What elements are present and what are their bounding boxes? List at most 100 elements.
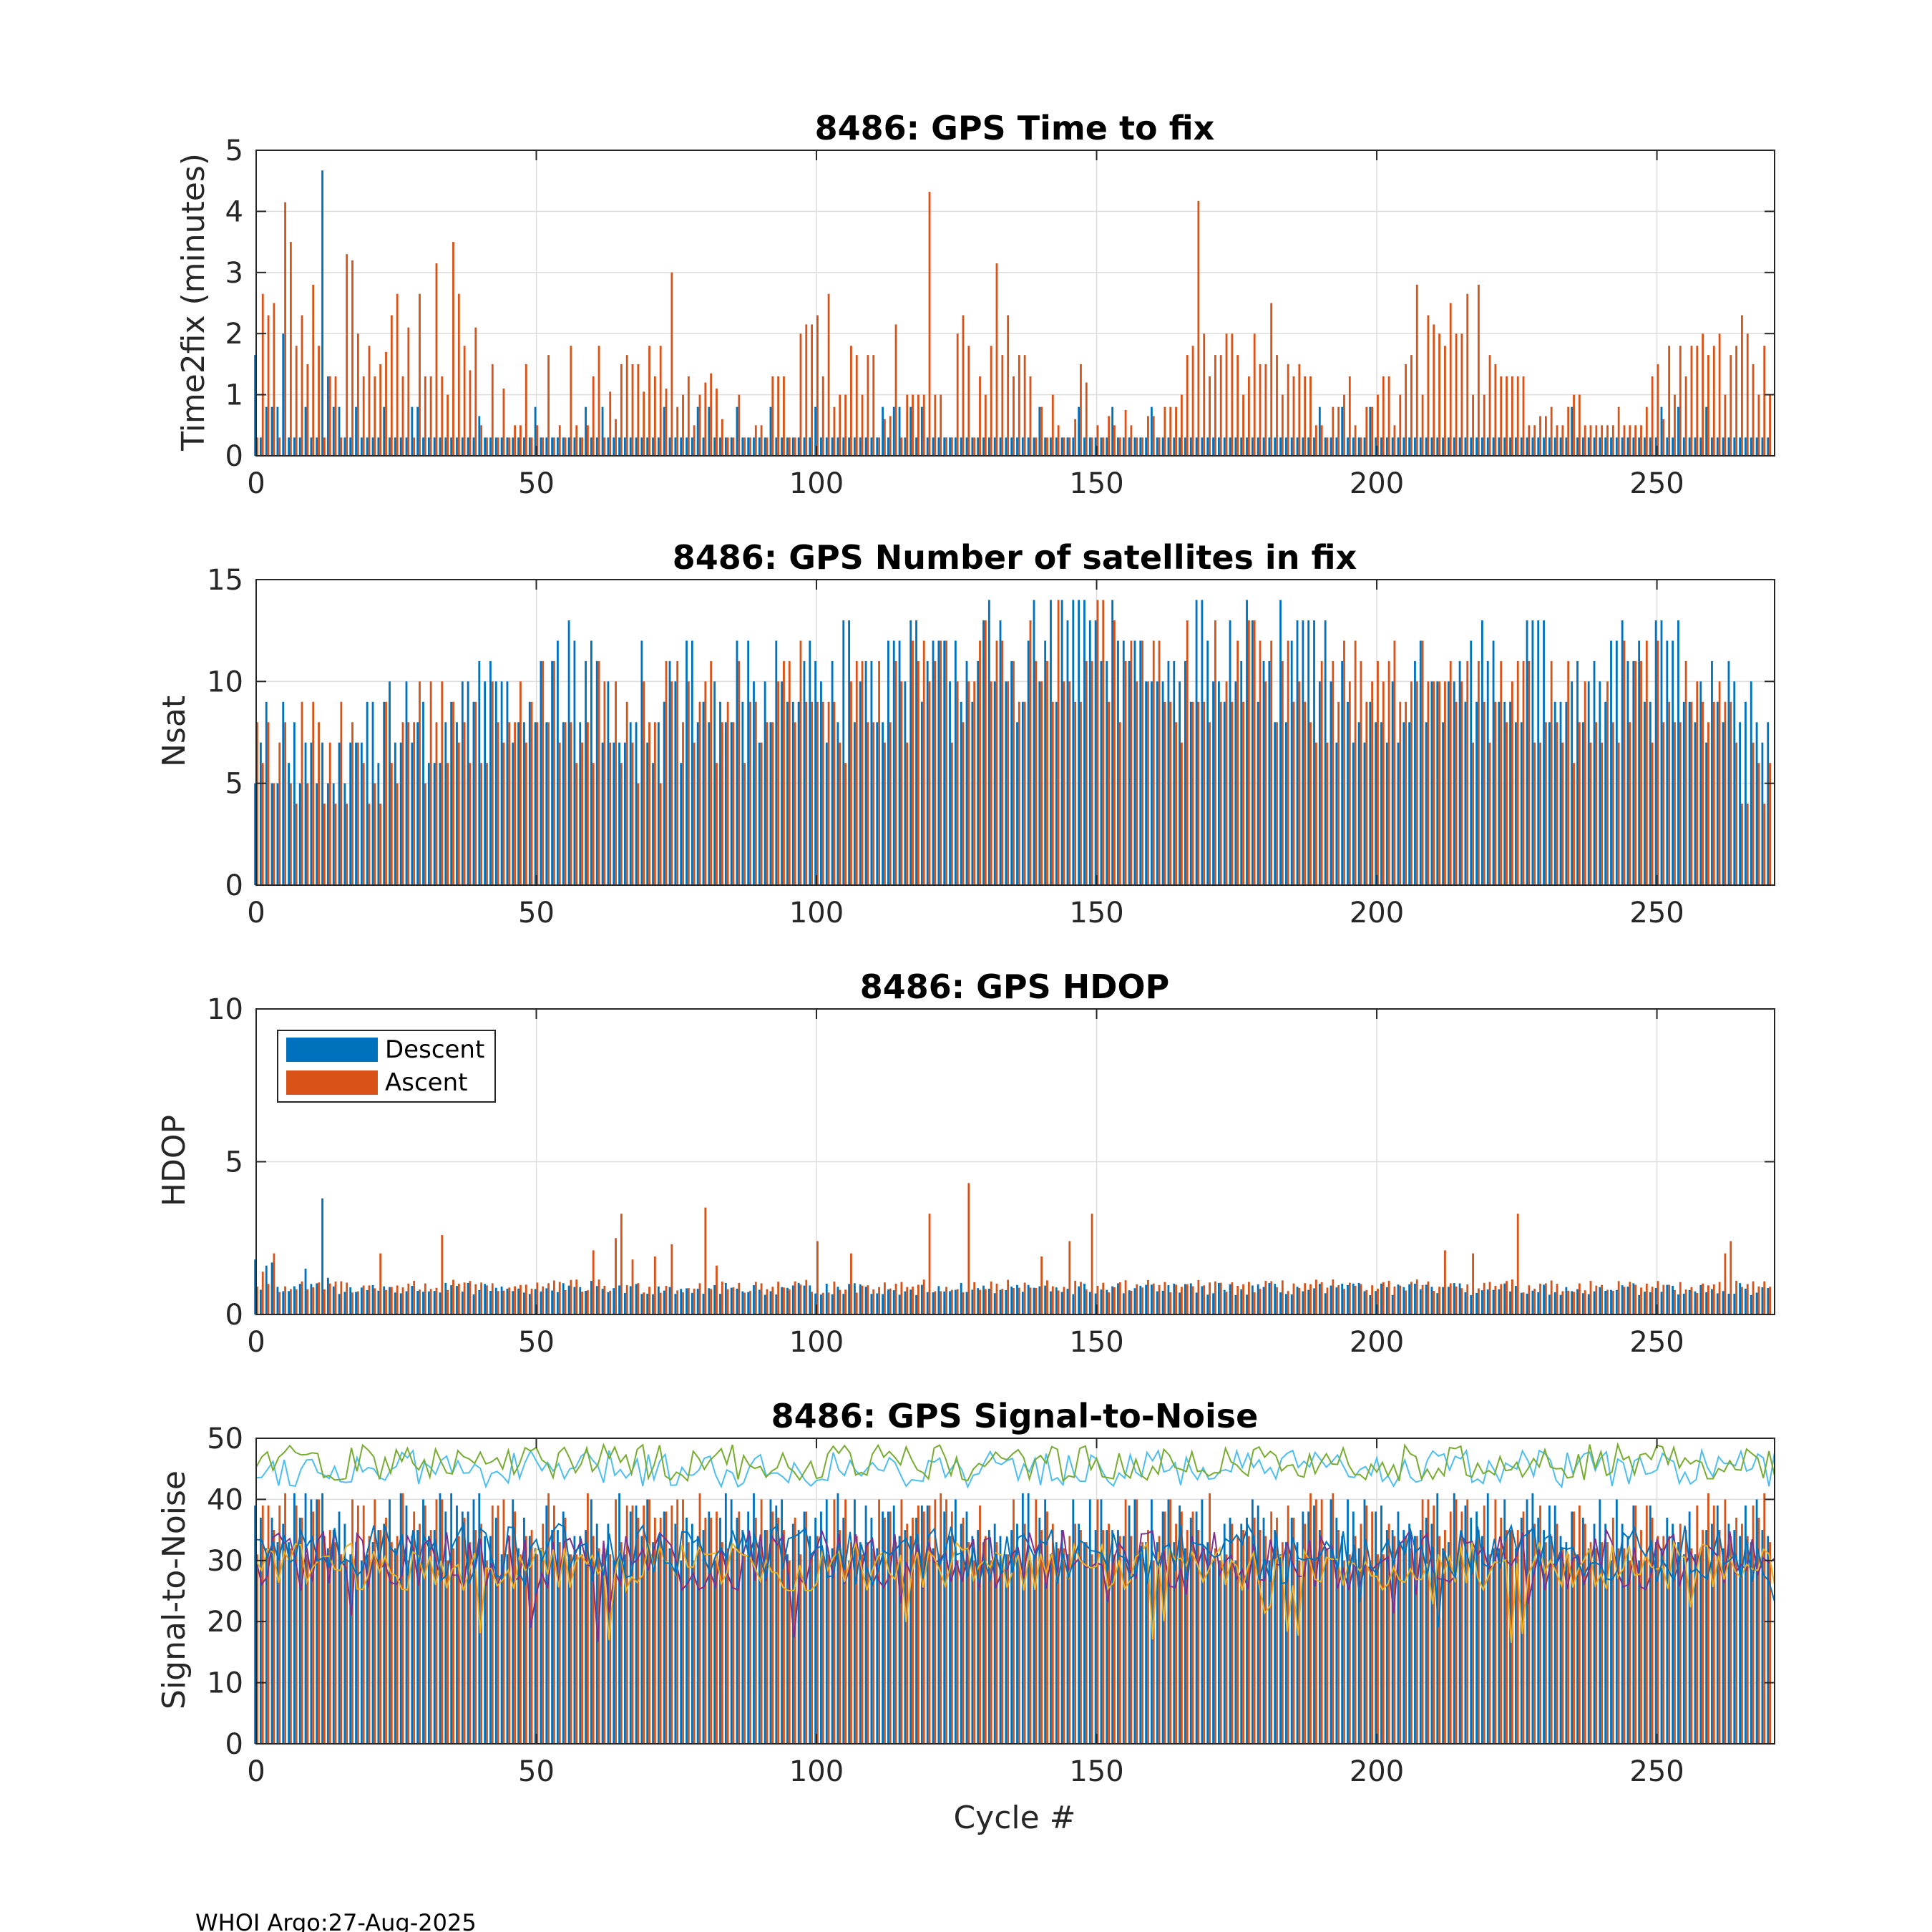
ascent-bar xyxy=(356,1505,359,1744)
ascent-bar xyxy=(1040,406,1043,456)
ascent-bar xyxy=(289,783,292,885)
descent-bar xyxy=(1044,437,1047,456)
descent-bar xyxy=(484,681,487,885)
ascent-bar xyxy=(1707,1285,1709,1314)
ascent-bar xyxy=(1354,425,1357,456)
descent-bar xyxy=(1481,1290,1483,1314)
descent-bar xyxy=(1565,1287,1568,1314)
descent-bar xyxy=(304,406,307,456)
ascent-bar xyxy=(301,1518,303,1744)
descent-bar xyxy=(366,1554,369,1744)
x-tick-label: 150 xyxy=(1069,1755,1123,1788)
descent-bar xyxy=(562,722,565,885)
descent-bar xyxy=(1448,681,1450,885)
ascent-bar xyxy=(334,804,337,885)
ascent-bar xyxy=(267,315,270,456)
ascent-bar xyxy=(922,394,925,456)
ascent-bar xyxy=(328,1283,331,1314)
ascent-bar xyxy=(1371,406,1374,456)
descent-bar xyxy=(814,1293,817,1314)
ascent-bar xyxy=(1354,1536,1357,1744)
descent-bar xyxy=(1117,437,1119,456)
ascent-bar xyxy=(401,376,404,456)
descent-bar xyxy=(282,333,285,456)
descent-bar xyxy=(982,1542,985,1744)
ascent-bar xyxy=(474,1530,477,1744)
descent-bar xyxy=(1397,1511,1400,1744)
descent-bar xyxy=(1767,1536,1770,1744)
descent-bar xyxy=(1581,722,1584,885)
ascent-bar xyxy=(1488,355,1491,456)
ascent-bar xyxy=(1186,620,1189,885)
ascent-bar xyxy=(693,425,696,456)
descent-bar xyxy=(557,1530,559,1744)
ascent-bar xyxy=(1399,394,1402,456)
descent-bar xyxy=(674,1294,677,1314)
ascent-bar xyxy=(328,1530,331,1744)
descent-bar xyxy=(1274,1284,1277,1314)
ascent-bar xyxy=(447,1560,449,1744)
ascent-bar xyxy=(1533,425,1536,456)
descent-bar xyxy=(1111,406,1114,456)
descent-bar xyxy=(360,1560,363,1744)
descent-bar xyxy=(534,722,537,885)
descent-bar xyxy=(864,437,867,456)
descent-bar xyxy=(775,1505,778,1744)
ascent-bar xyxy=(1158,1284,1161,1314)
descent-bar xyxy=(1251,620,1254,885)
snr-panel: 8486: GPS Signal-to-Noise Signal-to-Nois… xyxy=(156,1397,1775,1836)
descent-bar xyxy=(1083,437,1085,456)
descent-bar xyxy=(1201,600,1204,885)
y-tick-label: 10 xyxy=(207,665,243,698)
ascent-bar xyxy=(760,742,763,885)
descent-bar xyxy=(937,437,940,456)
descent-bar xyxy=(831,1548,834,1744)
ascent-bar xyxy=(945,1287,947,1314)
descent-bar xyxy=(579,437,582,456)
ascent-bar xyxy=(1544,1542,1547,1744)
descent-bar xyxy=(1033,600,1035,885)
descent-bar xyxy=(1705,1530,1708,1744)
ascent-bar xyxy=(379,804,382,885)
descent-bar xyxy=(1553,437,1556,456)
descent-bar xyxy=(1240,1289,1243,1314)
ascent-bar xyxy=(1236,1536,1239,1744)
ascent-bar xyxy=(1253,1518,1256,1744)
descent-bar xyxy=(859,681,862,885)
ascent-bar xyxy=(1253,1292,1256,1314)
ascent-bar xyxy=(917,660,919,885)
descent-bar xyxy=(1442,722,1445,885)
descent-bar xyxy=(1660,1292,1663,1314)
descent-bar xyxy=(439,763,441,885)
x-tick-label: 50 xyxy=(518,897,555,930)
descent-bar xyxy=(1475,1292,1478,1314)
descent-bar xyxy=(747,1511,750,1744)
ascent-bar xyxy=(424,376,426,456)
descent-bar xyxy=(1145,1542,1148,1744)
descent-bar xyxy=(1699,681,1702,885)
descent-bar xyxy=(1414,660,1416,885)
descent-bar xyxy=(1257,701,1259,885)
descent-bar xyxy=(1038,406,1041,456)
descent-bar xyxy=(433,763,436,885)
descent-bar xyxy=(1088,1292,1091,1314)
x-tick-label: 150 xyxy=(1069,897,1123,930)
nsat-ylabel: Nsat xyxy=(156,696,192,767)
descent-bar xyxy=(954,640,957,885)
ascent-bar xyxy=(452,242,454,456)
ascent-bar xyxy=(1729,355,1732,456)
ascent-bar xyxy=(1589,742,1592,885)
descent-bar xyxy=(1212,437,1214,456)
ascent-bar xyxy=(788,660,791,885)
descent-bar xyxy=(870,1518,873,1744)
ascent-bar xyxy=(928,192,931,456)
descent-bar xyxy=(276,1287,279,1314)
descent-bar xyxy=(1626,660,1629,885)
descent-bar xyxy=(1078,1523,1080,1744)
ascent-bar xyxy=(1634,1284,1637,1314)
ascent-bar xyxy=(312,284,315,456)
descent-bar xyxy=(613,1560,615,1744)
nsat-axes-box xyxy=(255,579,1775,886)
descent-bar xyxy=(1335,742,1338,885)
ascent-bar xyxy=(351,1499,353,1744)
